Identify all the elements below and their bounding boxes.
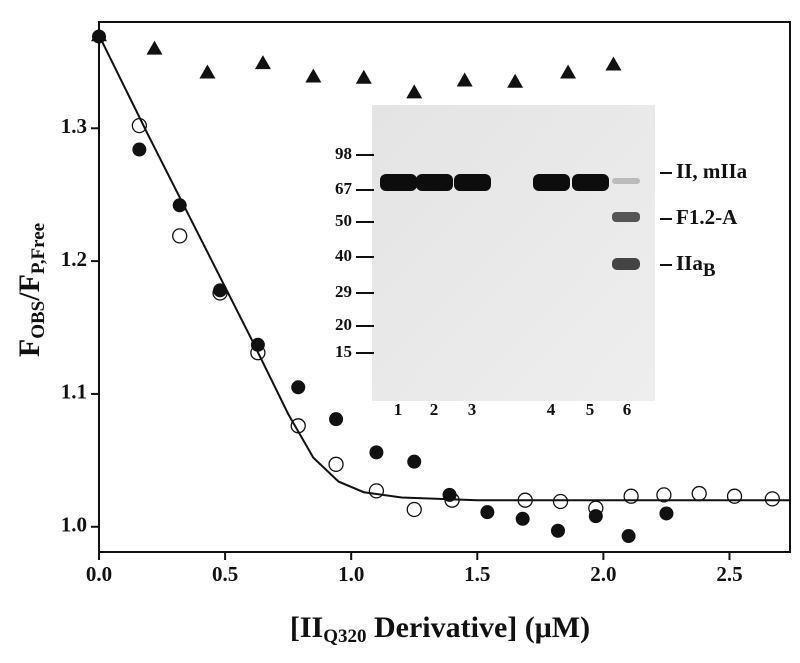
triangle-point — [355, 69, 372, 84]
filled-point — [132, 142, 147, 157]
x-tick-label: 1.5 — [464, 562, 490, 586]
open-point — [406, 501, 422, 518]
triangle-point — [146, 40, 163, 55]
open-point — [172, 228, 188, 244]
marker-label: 50 — [335, 211, 352, 230]
lane-label: 1 — [394, 400, 403, 419]
filled-point — [621, 529, 636, 544]
band-label-part: II, mIIa — [676, 159, 748, 183]
filled-point — [291, 380, 306, 395]
plot-frame — [98, 21, 791, 553]
x-tick-label: 0.5 — [212, 562, 238, 586]
filled-point — [329, 412, 344, 427]
filled-point — [369, 445, 384, 460]
band-label-sub: B — [703, 260, 716, 281]
inset-gel: 98 67 50 40 29 20 15 1 2 3 4 5 6 II, mIIa F1.2-A IIaB — [335, 105, 748, 419]
filled-point — [407, 454, 422, 469]
marker-label: 20 — [335, 315, 352, 334]
x-axis-label: [IIQ320 Derivative] (μM) — [290, 611, 590, 647]
lane-label: 5 — [586, 400, 595, 419]
y-label-sub: P,Free — [28, 223, 49, 274]
open-point — [623, 488, 639, 504]
y-tick-label: 1.0 — [61, 513, 87, 537]
filled-point — [480, 505, 495, 520]
triangle-point — [560, 64, 577, 79]
marker-label: 15 — [335, 342, 352, 361]
x-tick-label: 1.0 — [338, 562, 364, 586]
band-label: II, mIIa — [676, 159, 748, 183]
lane-label: 4 — [547, 400, 556, 419]
band-label-part: F1.2-A — [676, 205, 738, 229]
gel-band — [533, 174, 570, 191]
x-label-part: [II — [290, 611, 323, 644]
open-point — [691, 485, 707, 502]
triangle-point — [605, 56, 622, 71]
y-label-part: F — [13, 339, 46, 357]
x-label-part: Derivative] (μM) — [367, 611, 591, 644]
x-tick-label: 0.0 — [86, 562, 112, 586]
y-label-part: /F — [13, 274, 46, 302]
triangle-point — [199, 64, 216, 79]
filled-point — [550, 523, 565, 538]
y-tick-label: 1.3 — [61, 114, 87, 138]
band-label: IIaB — [676, 251, 716, 282]
marker-label: 67 — [335, 179, 353, 198]
band-label-part: IIa — [676, 251, 703, 275]
open-point — [552, 493, 569, 510]
gel-band — [612, 178, 640, 184]
gel-band — [572, 174, 609, 191]
open-point — [328, 456, 344, 472]
lane-label: 2 — [430, 400, 439, 419]
triangle-point — [507, 73, 524, 88]
open-point — [368, 483, 385, 499]
gel-band — [612, 212, 640, 222]
gel-image — [372, 105, 655, 401]
triangle-point — [254, 55, 271, 70]
filled-point — [172, 198, 187, 213]
marker-label: 29 — [335, 282, 352, 301]
filled-point — [250, 337, 265, 352]
filled-point — [659, 506, 674, 521]
open-point — [656, 487, 672, 503]
triangle-point — [456, 72, 473, 87]
marker-label: 40 — [335, 246, 352, 265]
y-axis-label: FOBS/FP,Free — [13, 223, 49, 357]
gel-band — [612, 258, 640, 270]
gel-band — [416, 174, 453, 191]
marker-label: 98 — [335, 144, 352, 163]
open-point — [726, 488, 743, 504]
gel-band — [454, 174, 491, 191]
x-tick-label: 2.0 — [590, 562, 616, 586]
triangle-point — [305, 68, 322, 83]
lane-label: 3 — [468, 400, 477, 419]
filled-point — [588, 509, 603, 524]
x-tick-label: 2.5 — [716, 562, 742, 586]
y-tick-label: 1.1 — [61, 380, 87, 404]
open-point — [250, 345, 266, 361]
band-label: F1.2-A — [676, 205, 738, 229]
y-tick-label: 1.2 — [61, 247, 87, 271]
lane-label: 6 — [623, 400, 632, 419]
y-label-sub: OBS — [28, 301, 49, 339]
filled-point — [515, 511, 530, 526]
gel-band — [380, 174, 417, 191]
x-label-sub: Q320 — [323, 626, 366, 647]
fit-line — [98, 34, 790, 502]
open-point — [764, 491, 780, 507]
triangle-point — [406, 84, 423, 99]
